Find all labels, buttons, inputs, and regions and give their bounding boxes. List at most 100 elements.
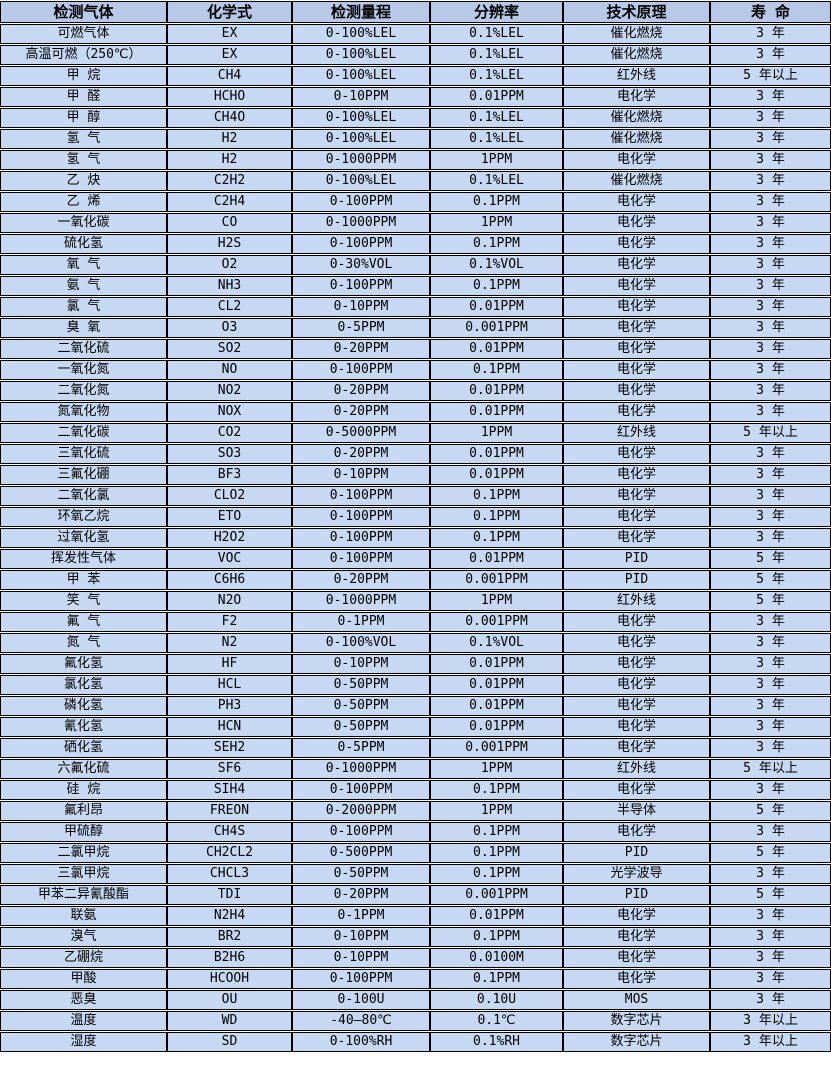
cell: 0-100PPM bbox=[292, 192, 430, 212]
cell: 湿度 bbox=[0, 1032, 167, 1052]
table-row: 一氧化碳 CO 0-1000PPM 1PPM 电化学 3 年 bbox=[0, 213, 831, 233]
table-row: 磷化氢 PH3 0-50PPM 0.01PPM 电化学 3 年 bbox=[0, 696, 831, 716]
cell: 电化学 bbox=[563, 948, 710, 968]
cell: 氮氧化物 bbox=[0, 402, 167, 422]
cell: 0-5PPM bbox=[292, 738, 430, 758]
cell: 0-10PPM bbox=[292, 948, 430, 968]
cell: 恶臭 bbox=[0, 990, 167, 1010]
cell: 0-20PPM bbox=[292, 339, 430, 359]
cell: HCHO bbox=[167, 87, 292, 107]
table-row: 硫化氢 H2S 0-100PPM 0.1PPM 电化学 3 年 bbox=[0, 234, 831, 254]
cell: NOX bbox=[167, 402, 292, 422]
cell: 0.1%LEL bbox=[430, 45, 563, 65]
cell: 二氧化氮 bbox=[0, 381, 167, 401]
cell: 甲 醇 bbox=[0, 108, 167, 128]
cell: 0-100%RH bbox=[292, 1032, 430, 1052]
cell: 电化学 bbox=[563, 654, 710, 674]
cell: 3 年 bbox=[710, 24, 831, 44]
cell: 数字芯片 bbox=[563, 1011, 710, 1031]
cell: 0.01PPM bbox=[430, 339, 563, 359]
cell: 高温可燃（250℃） bbox=[0, 45, 167, 65]
column-header: 检测量程 bbox=[292, 1, 430, 23]
cell: 3 年 bbox=[710, 150, 831, 170]
cell: 电化学 bbox=[563, 528, 710, 548]
cell: 0-100PPM bbox=[292, 549, 430, 569]
cell: 乙 炔 bbox=[0, 171, 167, 191]
cell: 氨 气 bbox=[0, 276, 167, 296]
cell: NO bbox=[167, 360, 292, 380]
cell: N2O bbox=[167, 591, 292, 611]
table-row: 一氧化氮 NO 0-100PPM 0.1PPM 电化学 3 年 bbox=[0, 360, 831, 380]
cell: 催化燃烧 bbox=[563, 171, 710, 191]
cell: 0.1%LEL bbox=[430, 108, 563, 128]
cell: 挥发性气体 bbox=[0, 549, 167, 569]
table-row: 环氧乙烷 ETO 0-100PPM 0.1PPM 电化学 3 年 bbox=[0, 507, 831, 527]
cell: 电化学 bbox=[563, 360, 710, 380]
cell: 电化学 bbox=[563, 486, 710, 506]
cell: HCOOH bbox=[167, 969, 292, 989]
table-row: 氮氧化物 NOX 0-20PPM 0.01PPM 电化学 3 年 bbox=[0, 402, 831, 422]
cell: MOS bbox=[563, 990, 710, 1010]
cell: 3 年 bbox=[710, 129, 831, 149]
cell: 电化学 bbox=[563, 822, 710, 842]
cell: 电化学 bbox=[563, 906, 710, 926]
table-row: 高温可燃（250℃） EX 0-100%LEL 0.1%LEL 催化燃烧 3 年 bbox=[0, 45, 831, 65]
cell: 电化学 bbox=[563, 255, 710, 275]
cell: 0.1%LEL bbox=[430, 24, 563, 44]
cell: HCN bbox=[167, 717, 292, 737]
cell: OU bbox=[167, 990, 292, 1010]
cell: 一氧化氮 bbox=[0, 360, 167, 380]
cell: 电化学 bbox=[563, 297, 710, 317]
cell: CH2CL2 bbox=[167, 843, 292, 863]
cell: 0.1℃ bbox=[430, 1011, 563, 1031]
cell: 3 年以上 bbox=[710, 1011, 831, 1031]
cell: 0-10PPM bbox=[292, 297, 430, 317]
cell: 臭 氧 bbox=[0, 318, 167, 338]
cell: 电化学 bbox=[563, 969, 710, 989]
cell: 0-100PPM bbox=[292, 969, 430, 989]
cell: TDI bbox=[167, 885, 292, 905]
cell: 电化学 bbox=[563, 675, 710, 695]
cell: HCL bbox=[167, 675, 292, 695]
cell: CH4O bbox=[167, 108, 292, 128]
table-row: 二氧化硫 SO2 0-20PPM 0.01PPM 电化学 3 年 bbox=[0, 339, 831, 359]
table-row: 笑 气 N2O 0-1000PPM 1PPM 红外线 5 年 bbox=[0, 591, 831, 611]
cell: SD bbox=[167, 1032, 292, 1052]
cell: 可燃气体 bbox=[0, 24, 167, 44]
cell: 电化学 bbox=[563, 276, 710, 296]
cell: 0-20PPM bbox=[292, 381, 430, 401]
cell: CH4 bbox=[167, 66, 292, 86]
cell: 0.1PPM bbox=[430, 528, 563, 548]
cell: 氰化氢 bbox=[0, 717, 167, 737]
cell: H2 bbox=[167, 129, 292, 149]
table-row: 二氧化氮 NO2 0-20PPM 0.01PPM 电化学 3 年 bbox=[0, 381, 831, 401]
cell: 催化燃烧 bbox=[563, 108, 710, 128]
cell: 电化学 bbox=[563, 339, 710, 359]
table-row: 三氯甲烷 CHCL3 0-50PPM 0.1PPM 光学波导 3 年 bbox=[0, 864, 831, 884]
cell: 3 年 bbox=[710, 318, 831, 338]
table-row: 甲苯二异氰酸酯 TDI 0-20PPM 0.001PPM PID 5 年 bbox=[0, 885, 831, 905]
table-row: 甲硫醇 CH4S 0-100PPM 0.1PPM 电化学 3 年 bbox=[0, 822, 831, 842]
cell: 0-50PPM bbox=[292, 717, 430, 737]
cell: 0-50PPM bbox=[292, 675, 430, 695]
cell: 0-5PPM bbox=[292, 318, 430, 338]
cell: CO bbox=[167, 213, 292, 233]
cell: 3 年 bbox=[710, 780, 831, 800]
table-row: 可燃气体 EX 0-100%LEL 0.1%LEL 催化燃烧 3 年 bbox=[0, 24, 831, 44]
cell: 0.01PPM bbox=[430, 675, 563, 695]
cell: 0-1PPM bbox=[292, 906, 430, 926]
table-row: 氯化氢 HCL 0-50PPM 0.01PPM 电化学 3 年 bbox=[0, 675, 831, 695]
cell: 0.1PPM bbox=[430, 486, 563, 506]
cell: 0-20PPM bbox=[292, 570, 430, 590]
cell: 红外线 bbox=[563, 591, 710, 611]
cell: CO2 bbox=[167, 423, 292, 443]
cell: 0-100PPM bbox=[292, 360, 430, 380]
cell: N2 bbox=[167, 633, 292, 653]
cell: SO2 bbox=[167, 339, 292, 359]
cell: 0-20PPM bbox=[292, 444, 430, 464]
cell: 过氧化氢 bbox=[0, 528, 167, 548]
cell: 电化学 bbox=[563, 738, 710, 758]
cell: 氮 气 bbox=[0, 633, 167, 653]
cell: O2 bbox=[167, 255, 292, 275]
cell: 3 年 bbox=[710, 633, 831, 653]
